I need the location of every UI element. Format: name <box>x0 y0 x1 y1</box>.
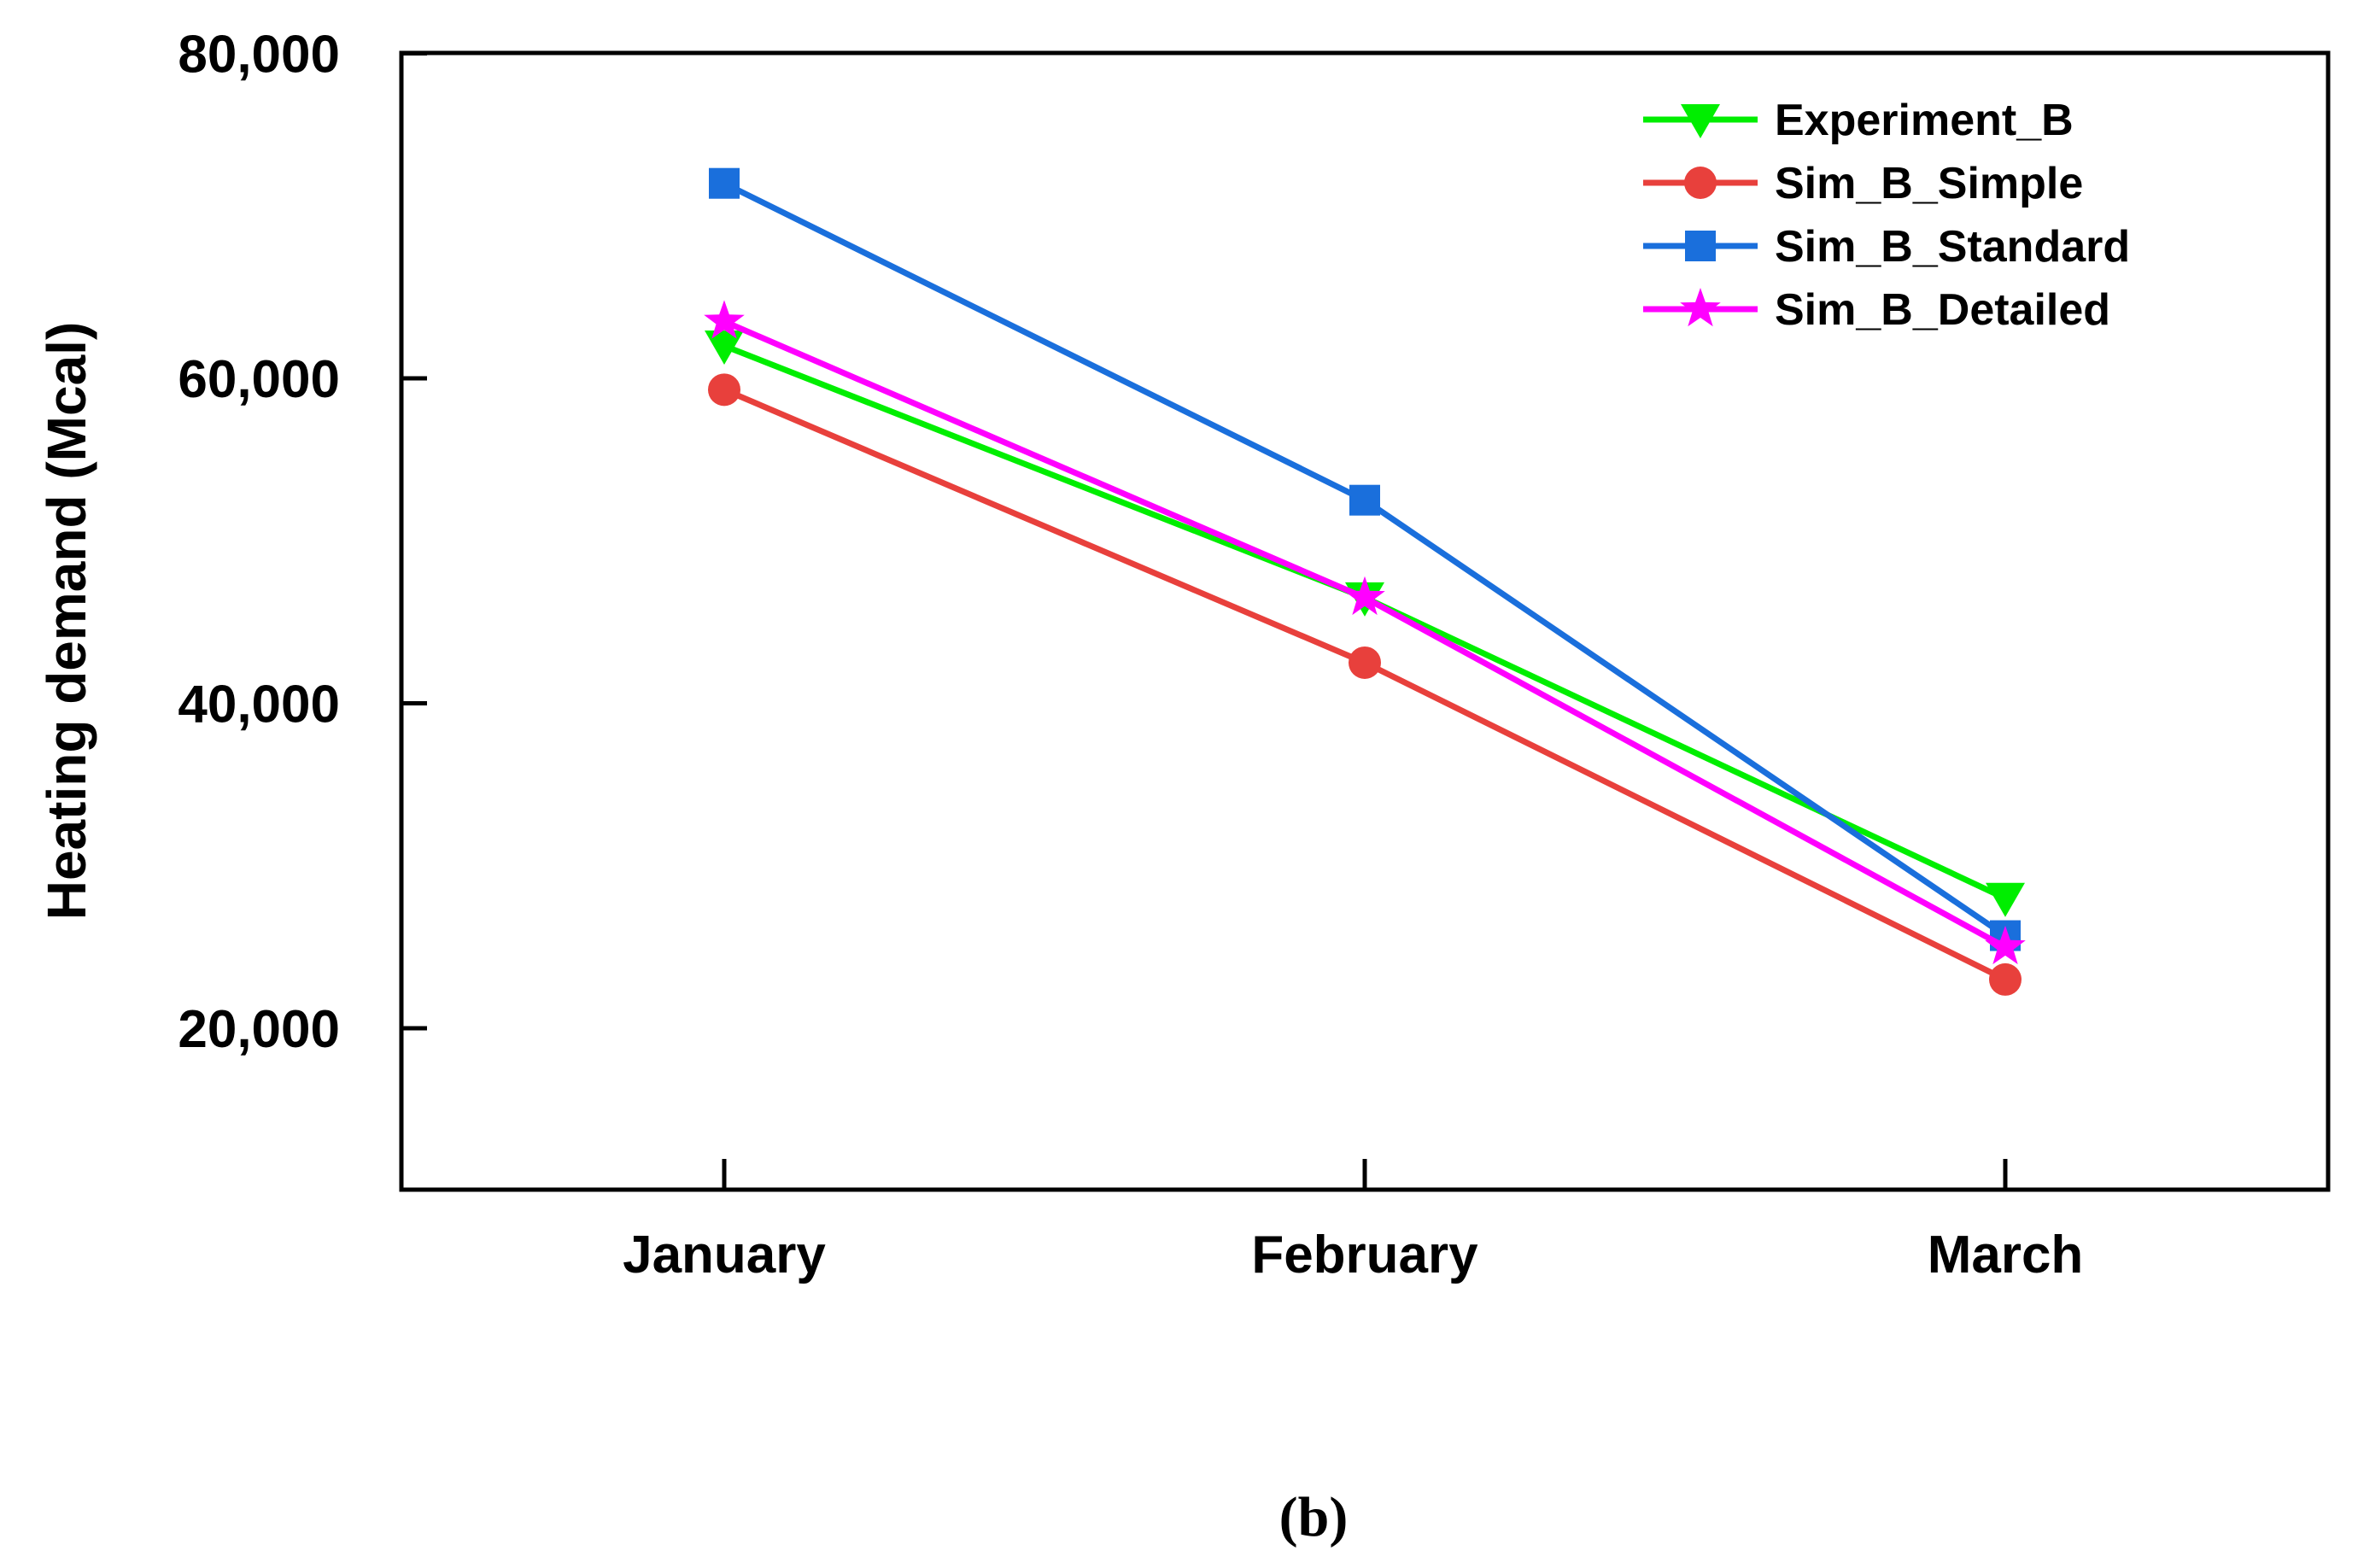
y-axis: 20,000 40,000 60,000 80,000 <box>178 26 427 1059</box>
data-point-sim-b-standard-february <box>1349 484 1380 516</box>
legend-marker-sim-b-detailed <box>1680 288 1721 327</box>
y-tick-label: 80,000 <box>178 26 340 85</box>
x-tick-label: March <box>1928 1226 2084 1284</box>
legend-item-experiment-b: Experiment_B <box>1643 96 2074 145</box>
legend-item-sim-b-simple: Sim_B_Simple <box>1643 159 2083 208</box>
series-line-sim-b-simple <box>723 387 2007 983</box>
legend-item-sim-b-detailed: Sim_B_Detailed <box>1643 285 2110 335</box>
series-sim-b-simple <box>708 373 2022 996</box>
legend-marker-sim-b-simple <box>1684 167 1717 199</box>
y-tick-label: 20,000 <box>178 1000 340 1059</box>
series-experiment-b <box>705 330 2025 917</box>
data-point-experiment-b-march <box>1986 882 2025 917</box>
series-line-experiment-b <box>723 342 2007 901</box>
series-group <box>704 167 2026 996</box>
series-line-sim-b-detailed <box>723 319 2007 950</box>
data-point-sim-b-standard-january <box>709 167 740 199</box>
legend-marker-experiment-b <box>1681 104 1720 138</box>
legend-label-sim-b-detailed: Sim_B_Detailed <box>1775 285 2110 335</box>
x-tick-label: January <box>623 1226 826 1284</box>
series-sim-b-detailed <box>704 300 2026 965</box>
legend: Experiment_B Sim_B_Simple Sim_B_Standard Si… <box>1643 96 2130 335</box>
y-axis-title: Heating demand (Mcal) <box>36 322 97 921</box>
data-point-sim-b-simple-february <box>1349 646 1381 679</box>
y-tick-label: 40,000 <box>178 676 340 734</box>
data-point-sim-b-detailed-march <box>1985 925 2026 965</box>
data-point-sim-b-detailed-february <box>1344 576 1385 616</box>
y-tick-label: 60,000 <box>178 350 340 409</box>
x-tick-label: February <box>1251 1226 1478 1284</box>
data-point-sim-b-simple-january <box>708 373 740 407</box>
legend-item-sim-b-standard: Sim_B_Standard <box>1643 222 2130 272</box>
x-axis: January February March <box>623 1159 2083 1284</box>
data-point-sim-b-detailed-january <box>704 300 745 339</box>
legend-label-sim-b-simple: Sim_B_Simple <box>1775 159 2083 208</box>
data-point-experiment-b-january <box>705 330 744 365</box>
legend-label-sim-b-standard: Sim_B_Standard <box>1775 222 2130 272</box>
legend-label-experiment-b: Experiment_B <box>1775 96 2074 145</box>
data-point-sim-b-simple-march <box>1989 962 2022 996</box>
legend-marker-sim-b-standard <box>1685 231 1716 261</box>
panel-label: (b) <box>1279 1486 1349 1548</box>
